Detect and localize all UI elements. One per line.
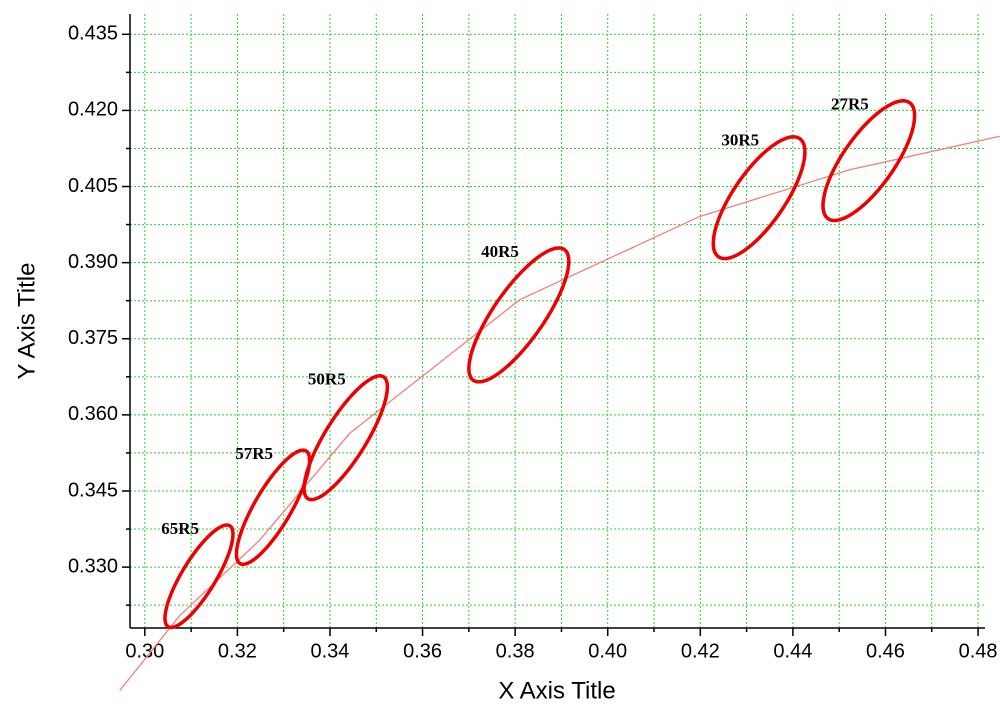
ellipse — [163, 523, 235, 630]
y-tick-label: 0.390 — [68, 251, 118, 273]
x-tick-label: 0.48 — [959, 640, 998, 662]
y-tick-label: 0.420 — [68, 99, 118, 121]
x-tick-label: 0.42 — [681, 640, 720, 662]
ellipse-label: 50R5 — [308, 370, 346, 389]
x-tick-label: 0.44 — [773, 640, 812, 662]
y-tick-label: 0.375 — [68, 327, 118, 349]
y-tick-label: 0.435 — [68, 23, 118, 45]
ellipse-label: 27R5 — [831, 95, 869, 114]
x-tick-label: 0.34 — [311, 640, 350, 662]
y-axis-title: Y Axis Title — [13, 263, 40, 380]
ellipse — [821, 99, 917, 223]
ellipse-label: 40R5 — [481, 242, 519, 261]
ellipse — [234, 448, 312, 567]
ellipse-label: 30R5 — [721, 131, 759, 150]
y-tick-label: 0.360 — [68, 403, 118, 425]
y-tick-label: 0.405 — [68, 175, 118, 197]
x-tick-label: 0.46 — [866, 640, 905, 662]
ellipse-label: 65R5 — [161, 519, 199, 538]
y-tick-label: 0.330 — [68, 555, 118, 577]
ellipse — [711, 135, 807, 261]
x-tick-label: 0.32 — [218, 640, 257, 662]
y-tick-label: 0.345 — [68, 479, 118, 501]
x-tick-label: 0.40 — [588, 640, 627, 662]
ellipse-label: 57R5 — [235, 444, 273, 463]
x-tick-label: 0.30 — [125, 640, 164, 662]
fit-curve — [119, 135, 1000, 691]
ellipse — [467, 246, 571, 384]
x-axis-title: X Axis Title — [498, 677, 615, 704]
x-tick-label: 0.36 — [403, 640, 442, 662]
ellipse — [302, 374, 390, 502]
x-tick-label: 0.38 — [496, 640, 535, 662]
